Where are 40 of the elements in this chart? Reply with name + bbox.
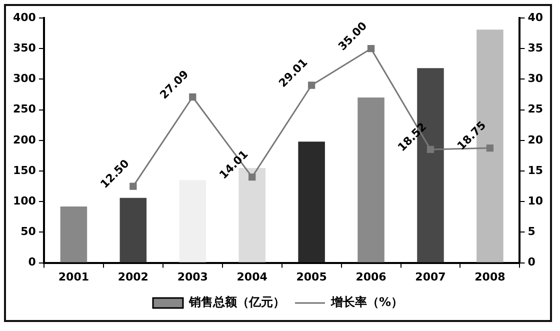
x-tick-label: 2006 [356, 270, 387, 284]
y2-tick-label: 20 [528, 133, 544, 146]
x-tick-label: 2008 [474, 270, 506, 284]
point [486, 144, 494, 152]
y-tick-label: 300 [12, 72, 36, 86]
x-tick-label: 2005 [296, 270, 327, 284]
y2-tick-label: 5 [528, 225, 536, 238]
y-tick-label: 250 [12, 102, 36, 116]
y-tick-label: 50 [20, 225, 36, 238]
legend-label: 增长率（%） [330, 295, 404, 310]
y-tick-label: 350 [12, 41, 36, 54]
point [426, 146, 434, 154]
y2-tick-label: 35 [528, 41, 544, 54]
y2-tick-label: 0 [528, 256, 536, 269]
y-tick-label: 100 [12, 194, 36, 208]
y2-tick-label: 40 [528, 10, 544, 24]
x-tick-label: 2001 [58, 270, 90, 284]
y2-tick-label: 15 [528, 164, 544, 177]
x-tick-label: 2004 [236, 270, 268, 284]
bar [179, 180, 206, 262]
point [367, 45, 375, 52]
y-tick-label: 400 [12, 10, 36, 24]
y-tick-label: 0 [28, 256, 36, 269]
x-tick-label: 2003 [177, 270, 208, 284]
point [308, 82, 316, 89]
legend-label: 销售总额（亿元） [188, 295, 285, 310]
y2-tick-label: 30 [528, 72, 544, 86]
bar [120, 198, 147, 262]
y2-tick-label: 10 [528, 194, 544, 208]
point [130, 182, 137, 190]
y-tick-label: 150 [12, 164, 36, 177]
x-tick-label: 2007 [415, 270, 446, 284]
point [248, 173, 256, 181]
y2-tick-label: 25 [528, 102, 544, 116]
x-tick-label: 2002 [118, 270, 148, 284]
bar [298, 142, 325, 262]
bar [358, 98, 384, 262]
point [189, 93, 196, 101]
y-tick-label: 200 [12, 133, 36, 146]
bar [60, 206, 88, 262]
